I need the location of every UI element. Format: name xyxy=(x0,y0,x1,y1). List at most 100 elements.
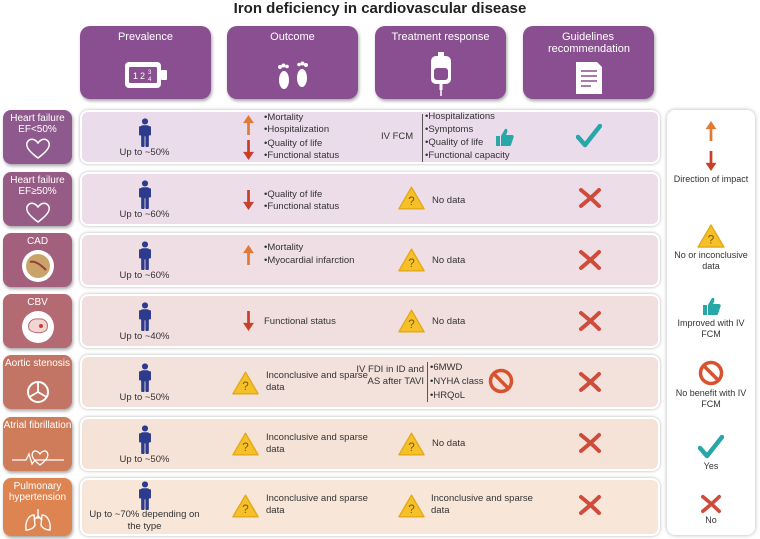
cross-icon xyxy=(578,249,602,271)
row-band-hf-preserved xyxy=(80,172,660,226)
cross-icon xyxy=(578,187,602,209)
cross-icon xyxy=(700,494,722,514)
outcome-item: •Quality of life xyxy=(264,138,323,149)
heart-icon xyxy=(25,202,50,223)
row-band-cbv xyxy=(80,294,660,348)
outcome-item: •Hospitalization xyxy=(264,124,330,135)
row-band-aortic-stenosis xyxy=(80,355,660,409)
person-icon xyxy=(138,241,152,270)
counter-device-icon: 1 2 3 4 xyxy=(124,62,167,88)
row-hf-preserved-name: Heart failure EF≥50% xyxy=(10,175,65,197)
person-icon xyxy=(138,481,152,510)
row-label-cbv: CBV xyxy=(3,294,72,348)
person-icon xyxy=(138,425,152,454)
treatment-value: Inconclusive and sparse data xyxy=(431,493,533,516)
svg-text:3: 3 xyxy=(148,70,152,76)
warning-icon xyxy=(232,432,259,456)
brain-icon xyxy=(21,311,54,343)
ecg-heart-icon xyxy=(11,450,64,466)
legend-improved: Improved with IV FCM xyxy=(677,318,745,339)
thumbs-up-icon xyxy=(701,296,721,316)
column-guidelines: Guidelines recommendation xyxy=(523,26,654,99)
svg-text:2: 2 xyxy=(140,71,145,81)
outcome-value: Inconclusive and sparse data xyxy=(266,493,368,516)
page-title: Iron deficiency in cardiovascular diseas… xyxy=(233,0,527,17)
arrow-down-icon xyxy=(705,151,717,171)
heart-icon xyxy=(25,138,50,159)
arrow-down-icon xyxy=(243,140,254,160)
arrow-down-icon xyxy=(243,190,254,210)
treatment-value: No data xyxy=(432,255,466,266)
row-label-aortic-stenosis: Aortic stenosis xyxy=(3,355,72,409)
warning-icon xyxy=(398,309,425,333)
treatment-value: No data xyxy=(432,316,466,327)
person-icon xyxy=(138,363,152,392)
column-treatment-label: Treatment response xyxy=(391,31,490,43)
outcome-item: Functional status xyxy=(264,316,336,327)
outcome-item: •Quality of life xyxy=(264,189,323,200)
lungs-icon xyxy=(24,509,51,531)
row-cad-name: CAD xyxy=(26,236,49,247)
svg-text:4: 4 xyxy=(148,77,152,83)
row-atrial-fibrillation-name: Atrial fibrillation xyxy=(3,420,72,431)
check-icon xyxy=(698,435,724,459)
outcome-item: •Myocardial infarction xyxy=(264,255,355,266)
therapy-label: IV FCM xyxy=(381,131,414,142)
arrow-up-icon xyxy=(243,245,254,265)
footprints-icon xyxy=(277,61,308,89)
column-outcome: Outcome xyxy=(227,26,358,99)
outcome-item: •Functional status xyxy=(264,201,340,212)
bracket xyxy=(422,114,423,162)
endpoint-item: •6MWD xyxy=(430,362,463,373)
prevalence-value: Up to ~50% xyxy=(119,454,170,465)
warning-icon xyxy=(398,186,425,210)
outcome-item: •Mortality xyxy=(264,242,304,253)
endpoint-item: •NYHA class xyxy=(430,376,484,387)
outcome-item: •Mortality xyxy=(264,112,304,123)
warning-icon xyxy=(232,371,259,395)
bracket xyxy=(427,362,428,402)
legend-no-benefit: No benefit with IV FCM xyxy=(675,388,747,409)
prevalence-value: Up to ~50% xyxy=(119,392,170,403)
cross-icon xyxy=(578,494,602,516)
legend-panel xyxy=(667,110,755,535)
prevalence-value: Up to ~70% depending on the type xyxy=(89,509,200,532)
treatment-value: No data xyxy=(432,195,466,206)
row-label-hf-preserved: Heart failure EF≥50% xyxy=(3,172,72,226)
benefit-item: •Functional capacity xyxy=(425,150,510,161)
person-icon xyxy=(138,180,152,209)
document-icon xyxy=(575,62,602,94)
prevalence-value: Up to ~60% xyxy=(119,209,170,220)
row-label-cad: CAD xyxy=(3,233,72,287)
row-label-hf-reduced: Heart failure EF<50% xyxy=(3,110,72,164)
person-icon xyxy=(138,302,152,331)
column-guidelines-label: Guidelines recommendation xyxy=(548,31,630,55)
row-band-pulmonary-hypertension xyxy=(80,478,660,536)
warning-icon xyxy=(398,432,425,456)
endpoint-item: •HRQoL xyxy=(430,390,466,401)
check-icon xyxy=(576,124,602,148)
benefit-item: •Quality of life xyxy=(425,137,484,148)
warning-icon xyxy=(697,224,725,248)
legend-direction: Direction of impact xyxy=(673,174,749,184)
no-benefit-icon xyxy=(698,360,724,386)
row-label-pulmonary-hypertension: Pulmonary hypertension xyxy=(3,478,72,536)
row-band-cad xyxy=(80,233,660,287)
valve-icon xyxy=(26,381,49,403)
outcome-item: •Functional status xyxy=(264,150,340,161)
legend-inconclusive: No or inconclusive data xyxy=(674,250,748,271)
prevalence-value: Up to ~40% xyxy=(119,331,170,342)
column-prevalence-label: Prevalence xyxy=(117,31,174,43)
no-benefit-icon xyxy=(488,368,514,394)
row-band-hf-reduced xyxy=(80,110,660,164)
prevalence-value: Up to ~50% xyxy=(119,147,170,158)
row-pulmonary-hypertension-name: Pulmonary hypertension xyxy=(8,481,67,503)
svg-text:1: 1 xyxy=(133,71,138,81)
row-hf-reduced-name: Heart failure EF<50% xyxy=(10,113,65,135)
outcome-value: Inconclusive and sparse data xyxy=(266,432,368,455)
coronary-heart-icon xyxy=(21,250,54,282)
thumbs-up-icon xyxy=(494,127,514,147)
therapy-label: IV FDI in ID and AS after TAVI xyxy=(356,364,424,387)
benefit-item: •Hospitalizations xyxy=(425,111,495,122)
legend-no: No xyxy=(705,515,717,525)
